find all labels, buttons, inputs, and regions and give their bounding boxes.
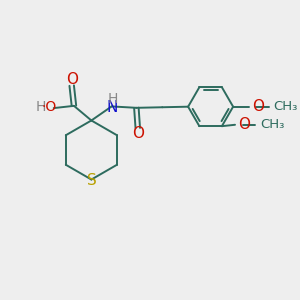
Text: H: H — [107, 92, 118, 106]
Text: O: O — [238, 117, 250, 132]
Text: ·O: ·O — [41, 100, 56, 114]
Text: CH₃: CH₃ — [273, 100, 298, 113]
Text: N: N — [107, 100, 118, 115]
Text: O: O — [252, 99, 264, 114]
Text: O: O — [66, 73, 78, 88]
Text: S: S — [86, 172, 96, 188]
Text: H: H — [36, 100, 46, 114]
Text: CH₃: CH₃ — [260, 118, 284, 131]
Text: O: O — [132, 126, 144, 141]
